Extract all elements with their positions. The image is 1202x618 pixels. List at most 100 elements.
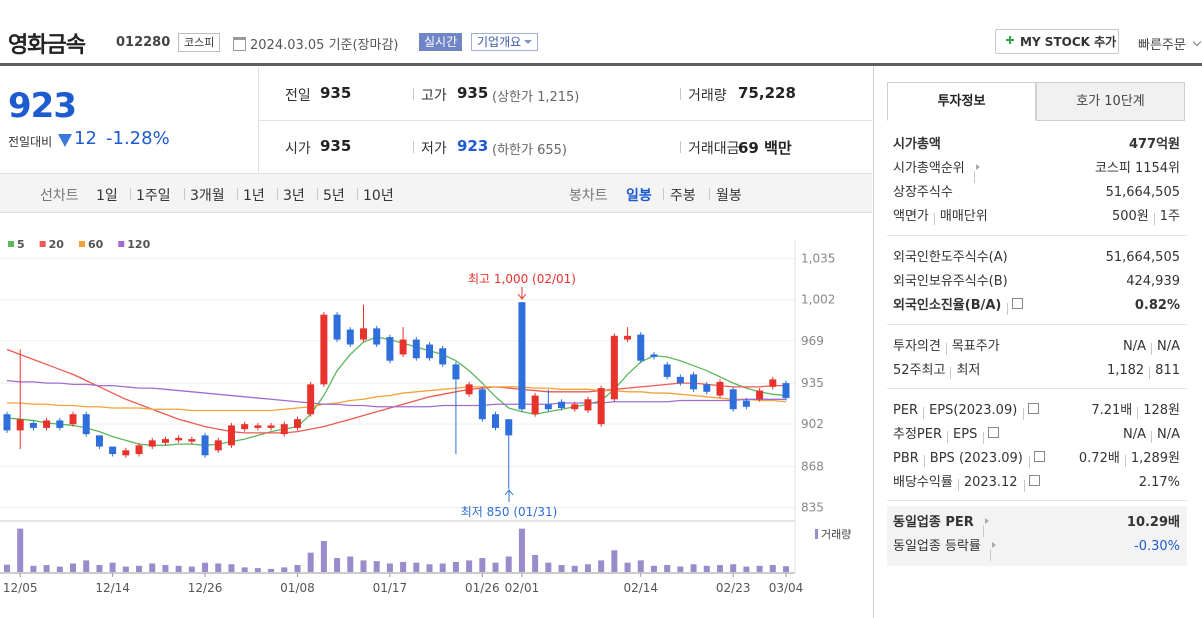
period-button[interactable]: 1주일	[136, 188, 171, 204]
volume-bar	[136, 565, 143, 572]
value-part: 500원	[1111, 209, 1149, 224]
candle-body	[333, 314, 341, 340]
volume-bar	[386, 563, 393, 572]
y-tick-label: 969	[801, 334, 824, 348]
value-part: 1,289원	[1130, 451, 1180, 466]
row-label: PBR BPS (2023.09)	[893, 448, 1045, 470]
period-button[interactable]: 1년	[243, 188, 265, 204]
row-value: 7.21배 128원	[1091, 400, 1180, 422]
quick-order[interactable]: 빠른주문	[1138, 34, 1186, 53]
label-part: 최저	[956, 363, 981, 378]
info-label: 시가	[285, 141, 311, 157]
row-value: 0.82%	[1135, 295, 1180, 317]
row-label: 투자의견 목표주가	[893, 336, 1000, 358]
period-button[interactable]: 3년	[283, 188, 305, 204]
row-value: 51,664,505	[1106, 182, 1180, 204]
candle-body	[729, 389, 737, 410]
current-price: 923	[8, 86, 77, 126]
info-row: 외국인소진율(B/A) 0.82%	[893, 295, 1180, 317]
help-icon[interactable]	[1023, 403, 1040, 420]
volume-bar	[347, 556, 354, 572]
help-icon[interactable]	[1028, 451, 1045, 468]
candle-body	[3, 414, 11, 431]
help-icon[interactable]	[983, 427, 1000, 444]
candle-body	[95, 435, 103, 447]
candle-body	[227, 425, 235, 446]
candle-body	[690, 374, 698, 390]
company-overview-dropdown[interactable]: 기업개요	[471, 33, 539, 51]
period-button[interactable]: 1일	[96, 188, 118, 204]
period-button[interactable]: 5년	[323, 188, 345, 204]
value-part: 7.21배	[1091, 403, 1133, 418]
separator	[680, 141, 681, 153]
row-value: 477억원	[1129, 134, 1180, 156]
volume-bar	[281, 567, 288, 572]
tab[interactable]: 호가 10단계	[1036, 82, 1185, 121]
period-button[interactable]: 주봉	[670, 188, 696, 204]
chart-toolbar: 선차트 1일 1주일 3개월 1년 3년 5년 10년 봉차트 일봉 주봉 월봉	[0, 174, 872, 213]
volume-bar	[716, 565, 723, 572]
value-part: N/A	[1123, 339, 1146, 354]
change-label: 전일대비	[8, 135, 53, 149]
divider	[258, 120, 872, 121]
label-part: 시가총액	[893, 137, 941, 152]
value-part: 128원	[1143, 403, 1180, 418]
volume-bar	[320, 541, 327, 572]
divider	[887, 235, 1187, 236]
candle-body	[69, 414, 77, 425]
my-stock-button[interactable]: MY STOCK 추가	[995, 29, 1119, 54]
realtime-button[interactable]: 실시간	[419, 33, 463, 51]
legend-label: 60	[88, 238, 104, 251]
tab[interactable]: 투자정보	[887, 82, 1036, 121]
info-row: 동일업종 PER 10.29배	[893, 512, 1180, 537]
row-value: -0.30%	[1134, 536, 1180, 558]
x-tick-label: 02/01	[505, 581, 540, 595]
info-row: 상장주식수 51,664,505	[893, 182, 1180, 204]
candle-body	[241, 424, 249, 430]
candle-body	[82, 414, 90, 435]
label-part: EPS(2023.09)	[929, 403, 1018, 418]
info-row: 액면가 매매단위 500원 1주	[893, 206, 1180, 228]
help-icon[interactable]	[1023, 475, 1040, 492]
candle-body	[307, 384, 315, 415]
divider	[887, 500, 1187, 501]
volume-bar	[492, 562, 499, 572]
period-button[interactable]: 3개월	[190, 188, 225, 204]
candle-body	[161, 439, 169, 443]
legend-swatch	[118, 241, 125, 247]
period-button[interactable]: 일봉	[626, 188, 652, 204]
volume-bar	[268, 568, 275, 572]
info-row: 추정PER EPS N/A N/A	[893, 424, 1180, 446]
volume-bar	[254, 568, 261, 572]
volume-bar	[241, 567, 248, 572]
volume-bar	[703, 565, 710, 572]
y-tick-label: 868	[801, 459, 824, 473]
period-button[interactable]: 10년	[363, 188, 394, 204]
candle-body	[439, 348, 447, 365]
candle-body	[29, 422, 37, 428]
y-tick-label: 902	[801, 417, 824, 431]
candle-chart: 835 868 902 935 969 1,002 1,035 12/05 12/14 12/26…	[0, 238, 851, 595]
value-part: N/A	[1157, 427, 1180, 442]
candle-body	[742, 400, 750, 407]
volume-bar	[109, 562, 116, 572]
period-button[interactable]: 월봉	[716, 188, 742, 204]
help-icon[interactable]	[1007, 298, 1024, 315]
volume-bar	[769, 565, 776, 572]
label-part: EPS	[953, 427, 978, 442]
volume-bar	[215, 563, 222, 572]
candle-body	[782, 383, 790, 399]
info-value: 935	[457, 84, 489, 102]
volume-bar	[162, 565, 169, 572]
volume-bar	[664, 565, 671, 572]
volume-bar	[624, 562, 631, 572]
separator	[413, 88, 414, 100]
candle-body	[373, 328, 381, 345]
value-part: N/A	[1157, 339, 1180, 354]
divider	[887, 324, 1187, 325]
legend-swatch	[815, 529, 818, 539]
label-part: 52주최고	[893, 363, 946, 378]
label-part: 투자의견	[893, 339, 941, 354]
candle-body	[505, 419, 513, 436]
candle-body	[201, 435, 209, 456]
